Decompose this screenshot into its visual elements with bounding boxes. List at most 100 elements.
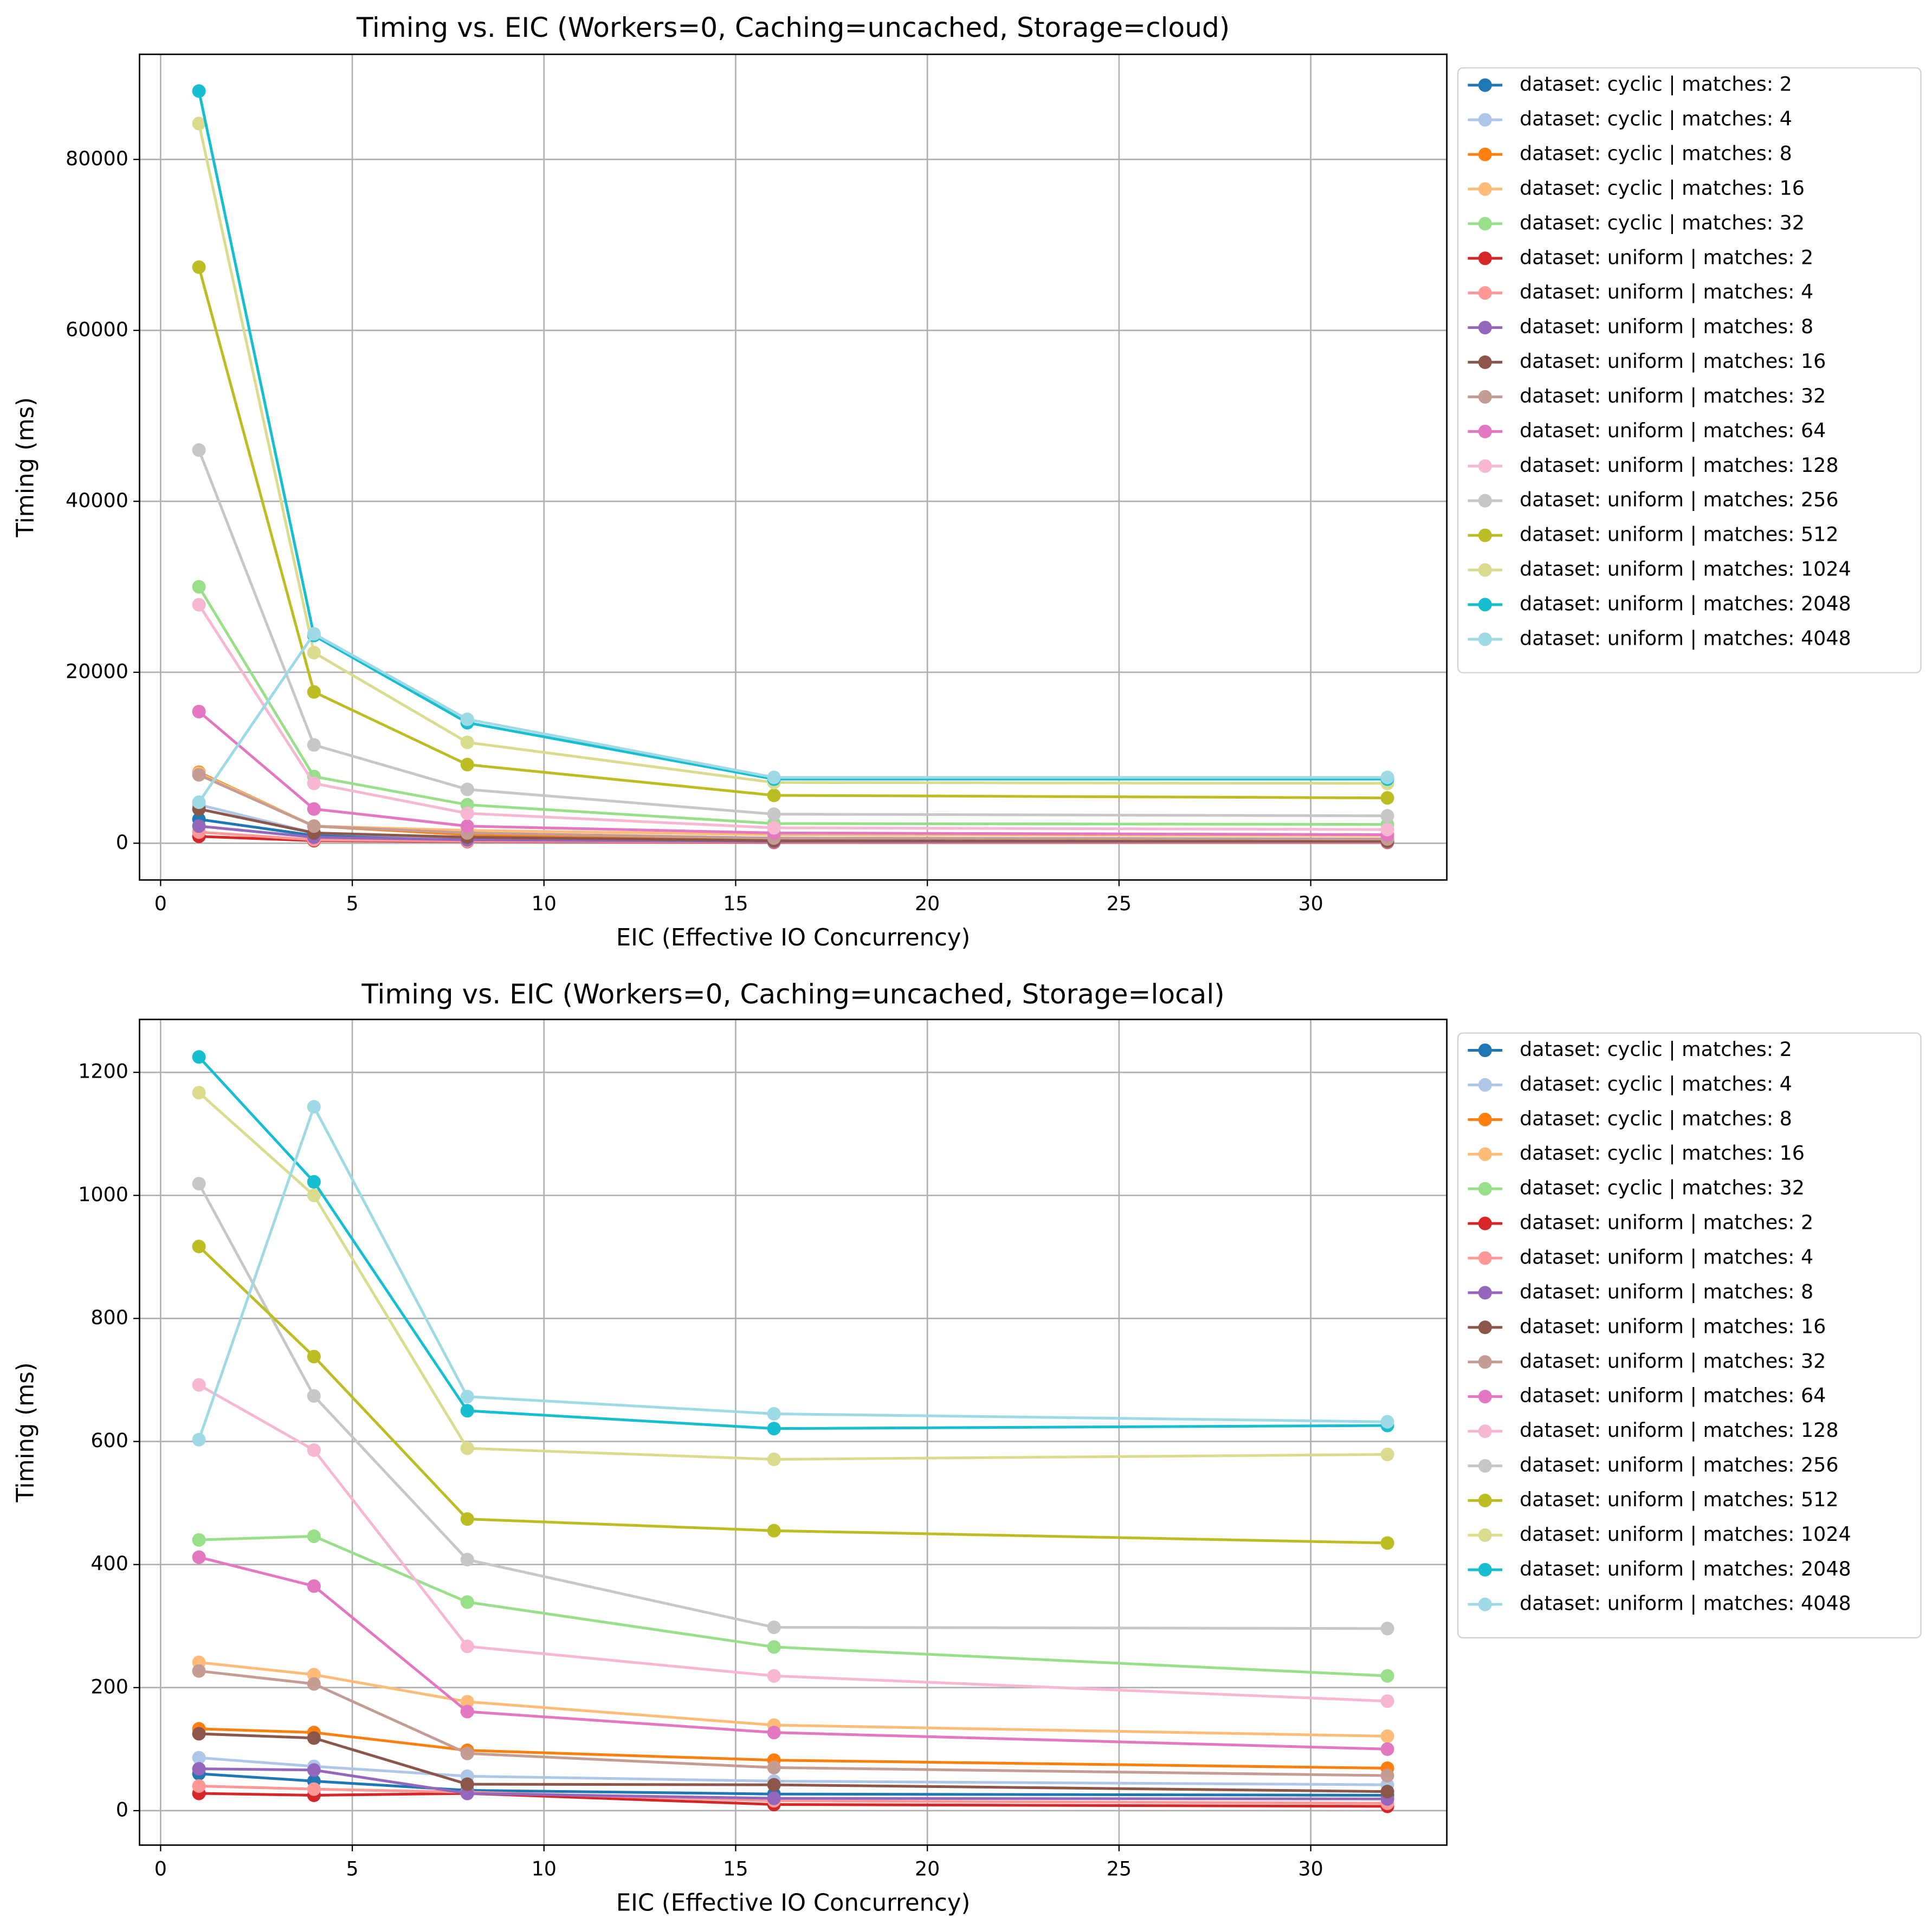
data-point [192, 1664, 206, 1678]
legend-marker [1478, 147, 1492, 161]
data-point [307, 1389, 321, 1403]
legend-label: dataset: cyclic | matches: 32 [1520, 1176, 1805, 1200]
legend-marker [1478, 1182, 1492, 1196]
y-tick-label: 0 [116, 831, 128, 854]
data-point [460, 1553, 474, 1567]
data-point [460, 819, 474, 833]
legend-box [1457, 67, 1922, 673]
y-tick-label: 400 [91, 1552, 128, 1575]
data-point [460, 1441, 474, 1455]
data-point [767, 1726, 781, 1740]
data-point [1380, 1742, 1394, 1756]
legend-label: dataset: uniform | matches: 64 [1520, 419, 1826, 443]
data-point [1380, 1447, 1394, 1461]
data-point [307, 802, 321, 816]
data-point [767, 1640, 781, 1654]
y-axis-label: Timing (ms) [12, 1362, 40, 1502]
chart-title: Timing vs. EIC (Workers=0, Caching=uncac… [356, 11, 1230, 43]
data-point [767, 788, 781, 802]
legend-marker [1478, 1216, 1492, 1230]
data-point [460, 1512, 474, 1526]
data-point [192, 704, 206, 718]
y-tick-label: 1000 [78, 1183, 128, 1206]
legend-marker [1478, 1147, 1492, 1161]
legend-marker [1478, 1390, 1492, 1404]
series-line [197, 267, 1388, 800]
legend-marker [1478, 78, 1492, 92]
legend-marker [1478, 113, 1492, 127]
legend-label: dataset: uniform | matches: 4048 [1520, 626, 1851, 650]
legend-marker [1478, 563, 1492, 577]
data-point [192, 598, 206, 612]
legend-label: dataset: cyclic | matches: 16 [1520, 1142, 1805, 1165]
data-point [307, 1100, 321, 1114]
data-point [460, 1695, 474, 1709]
data-point [192, 819, 206, 833]
legend-marker [1478, 424, 1492, 438]
data-point [767, 1778, 781, 1792]
legend-marker [1478, 321, 1492, 335]
data-point [460, 806, 474, 820]
data-point [460, 1746, 474, 1760]
data-point [767, 807, 781, 821]
data-point [192, 1086, 206, 1100]
legend-marker [1478, 1528, 1492, 1542]
legend-marker [1478, 251, 1492, 265]
data-point [460, 1404, 474, 1418]
legend-marker [1478, 1043, 1492, 1058]
legend-marker [1478, 1563, 1492, 1577]
x-tick-label: 10 [532, 1857, 557, 1881]
series-line [198, 1383, 1388, 1703]
plot-frame [139, 1019, 1448, 1846]
data-point [307, 685, 321, 699]
data-point [192, 768, 206, 782]
data-point [307, 1763, 321, 1777]
x-tick-label: 25 [1107, 892, 1132, 915]
data-point [307, 627, 321, 641]
series-line [197, 1183, 1388, 1630]
x-axis-label: EIC (Effective IO Concurrency) [616, 924, 971, 951]
data-point [1380, 1669, 1394, 1683]
chart-title: Timing vs. EIC (Workers=0, Caching=uncac… [361, 978, 1225, 1010]
legend-label: dataset: cyclic | matches: 2 [1520, 73, 1792, 96]
data-point [767, 1407, 781, 1421]
data-point [460, 1390, 474, 1404]
data-point [1380, 1622, 1394, 1636]
data-point [307, 1731, 321, 1745]
data-point [192, 1533, 206, 1547]
legend-label: dataset: uniform | matches: 2048 [1520, 1557, 1851, 1581]
x-axis-label: EIC (Effective IO Concurrency) [616, 1889, 971, 1916]
data-point [307, 1188, 321, 1202]
data-point [307, 819, 321, 833]
legend-label: dataset: cyclic | matches: 8 [1520, 142, 1792, 166]
legend-marker [1478, 1424, 1492, 1438]
series-line [197, 586, 1388, 826]
y-tick-label: 20000 [66, 659, 128, 683]
y-tick-label: 80000 [66, 147, 128, 170]
legend-label: dataset: uniform | matches: 4048 [1520, 1592, 1851, 1616]
series-line [197, 90, 1388, 781]
data-point [307, 1782, 321, 1796]
legend-label: dataset: uniform | matches: 64 [1520, 1384, 1826, 1408]
data-point [192, 84, 206, 98]
data-point [1380, 1768, 1394, 1783]
legend-label: dataset: uniform | matches: 128 [1520, 453, 1838, 477]
y-tick-label: 60000 [66, 317, 128, 341]
data-point [192, 1779, 206, 1793]
data-point [192, 1550, 206, 1564]
legend-label: dataset: uniform | matches: 16 [1520, 349, 1826, 373]
legend-label: dataset: uniform | matches: 8 [1520, 315, 1813, 339]
legend-marker [1478, 1078, 1492, 1092]
data-point [460, 1640, 474, 1654]
legend-label: dataset: uniform | matches: 1024 [1520, 1522, 1851, 1546]
x-tick-label: 20 [915, 1857, 940, 1881]
data-point [767, 1620, 781, 1635]
series-line [198, 1556, 1388, 1751]
data-point [192, 1378, 206, 1392]
data-point [767, 1669, 781, 1683]
legend-marker [1478, 217, 1492, 231]
x-tick-label: 5 [346, 892, 358, 915]
data-point [192, 795, 206, 809]
data-point [1380, 822, 1394, 837]
data-point [307, 776, 321, 790]
